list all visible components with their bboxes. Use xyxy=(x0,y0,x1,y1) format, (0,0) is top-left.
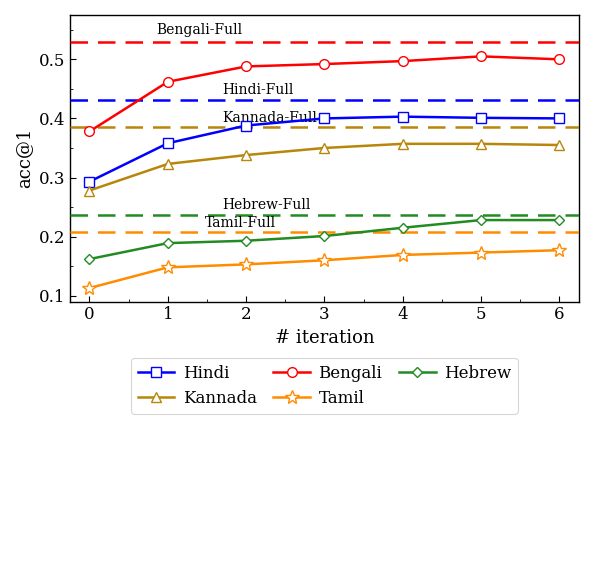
Text: Tamil-Full: Tamil-Full xyxy=(205,216,276,230)
Legend: Hindi, Kannada, Bengali, Tamil, Hebrew: Hindi, Kannada, Bengali, Tamil, Hebrew xyxy=(131,358,518,413)
Y-axis label: acc@1: acc@1 xyxy=(15,128,33,188)
Text: Hebrew-Full: Hebrew-Full xyxy=(223,199,311,213)
Text: Bengali-Full: Bengali-Full xyxy=(156,24,242,37)
X-axis label: # iteration: # iteration xyxy=(274,329,374,347)
Text: Hindi-Full: Hindi-Full xyxy=(223,82,294,96)
Text: Kannada-Full: Kannada-Full xyxy=(223,111,318,125)
